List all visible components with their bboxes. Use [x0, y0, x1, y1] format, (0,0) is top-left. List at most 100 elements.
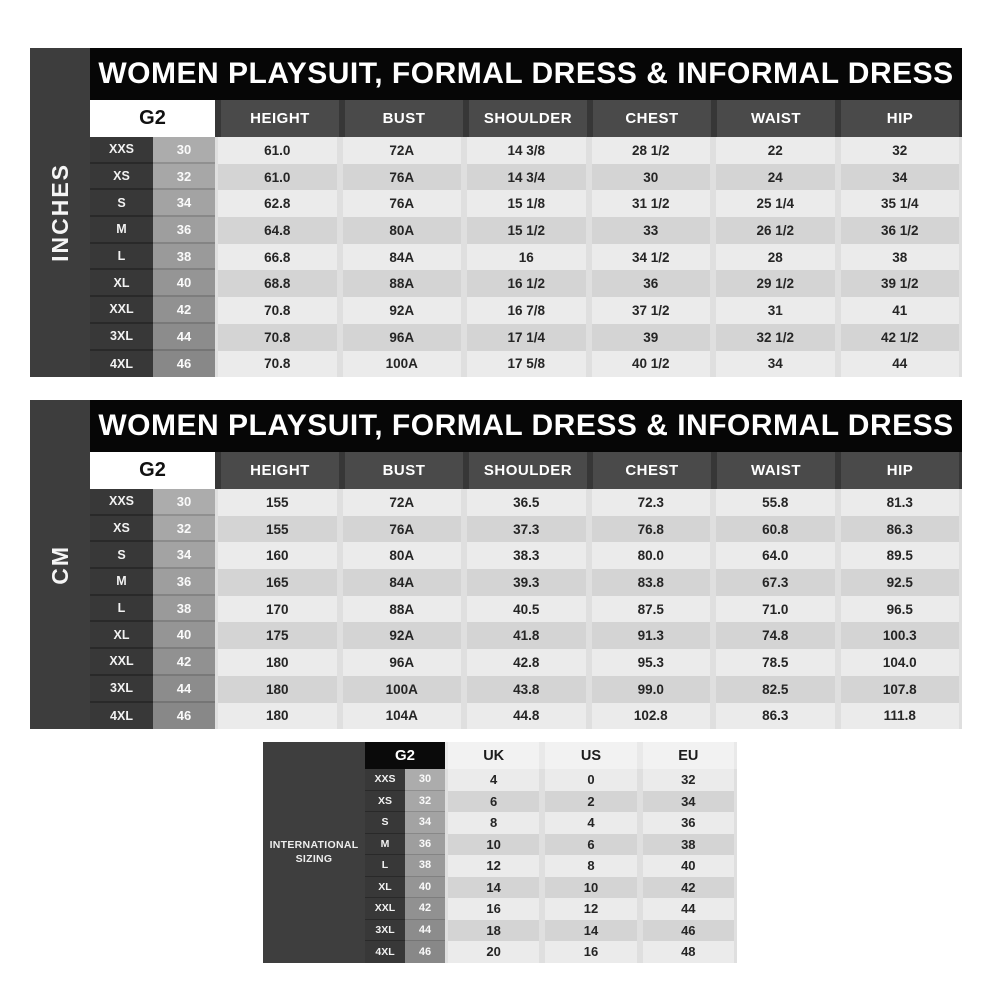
value-cell: 12	[448, 855, 540, 877]
g2-number-cell: 46	[153, 702, 215, 730]
value-cell: 40 1/2	[591, 350, 710, 378]
value-cell: 160	[218, 542, 337, 570]
g2-number-cell: 30	[153, 489, 215, 516]
value-cell: 6	[448, 790, 540, 812]
value-cell: 76A	[342, 190, 461, 218]
g2-number-cell: 40	[153, 270, 215, 298]
inches-rail: INCHES	[30, 48, 90, 378]
value-cell: 17 5/8	[467, 350, 586, 378]
value-cell: 100A	[342, 350, 461, 378]
g2-number-cell: 34	[405, 812, 445, 834]
value-cell: 102.8	[591, 702, 710, 730]
value-cell: 67.3	[716, 569, 835, 596]
table-row: XS 32 61.0 76A 14 3/4 30 24 34	[90, 163, 962, 191]
table-row: L 38 12 8 40	[365, 855, 737, 877]
value-cell: 15 1/2	[467, 217, 586, 244]
value-cell: 84A	[342, 243, 461, 271]
value-cell: 38.3	[467, 542, 586, 570]
table-row: XXL 42 70.8 92A 16 7/8 37 1/2 31 41	[90, 297, 962, 324]
g2-header: G2	[365, 742, 445, 769]
column-header-hip: HIP	[841, 452, 959, 489]
value-cell: 44.8	[467, 702, 586, 730]
value-cell: 28 1/2	[591, 137, 710, 164]
value-cell: 15 1/8	[467, 190, 586, 218]
size-cell: XL	[90, 270, 153, 298]
value-cell: 35 1/4	[840, 190, 959, 218]
size-cell: XXL	[90, 297, 153, 324]
value-cell: 38	[840, 243, 959, 271]
g2-number-cell: 36	[153, 569, 215, 596]
table-row: XXS 30 4 0 32	[365, 769, 737, 791]
column-header-bust: BUST	[345, 100, 463, 137]
value-cell: 41.8	[467, 622, 586, 650]
value-cell: 34 1/2	[591, 243, 710, 271]
size-cell: S	[90, 542, 153, 570]
value-cell: 44	[840, 350, 959, 378]
value-cell: 72A	[342, 137, 461, 164]
value-cell: 31	[716, 297, 835, 324]
value-cell: 10	[448, 833, 540, 855]
inches-rail-label: INCHES	[46, 163, 73, 263]
value-cell: 64.0	[716, 542, 835, 570]
size-cell: L	[90, 243, 153, 271]
value-cell: 76A	[342, 163, 461, 191]
g2-number-cell: 42	[153, 297, 215, 324]
size-cell: 4XL	[90, 702, 153, 730]
value-cell: 6	[545, 833, 637, 855]
value-cell: 180	[218, 675, 337, 703]
table-row: M 36 10 6 38	[365, 833, 737, 855]
value-cell: 32	[642, 769, 734, 791]
cm-rail: CM	[30, 400, 90, 730]
inches-size-table: INCHES WOMEN PLAYSUIT, FORMAL DRESS & IN…	[30, 48, 962, 378]
value-cell: 14 3/4	[467, 163, 586, 191]
table-row: XS 32 155 76A 37.3 76.8 60.8 86.3	[90, 515, 962, 543]
table-row: XL 40 68.8 88A 16 1/2 36 29 1/2 39 1/2	[90, 270, 962, 298]
value-cell: 32	[840, 137, 959, 164]
value-cell: 16	[545, 941, 637, 963]
value-cell: 0	[545, 769, 637, 791]
cm-rail-label: CM	[46, 544, 73, 585]
value-cell: 39 1/2	[840, 270, 959, 298]
g2-number-cell: 42	[153, 649, 215, 676]
value-cell: 44	[642, 898, 734, 920]
value-cell: 55.8	[716, 489, 835, 516]
value-cell: 4	[545, 812, 637, 834]
value-cell: 14	[448, 876, 540, 898]
value-cell: 70.8	[218, 297, 337, 324]
value-cell: 74.8	[716, 622, 835, 650]
column-header-waist: WAIST	[717, 452, 835, 489]
column-header-hip: HIP	[841, 100, 959, 137]
size-cell: XXS	[365, 769, 405, 791]
value-cell: 64.8	[218, 217, 337, 244]
size-cell: XXL	[90, 649, 153, 676]
size-cell: XS	[90, 163, 153, 191]
table-row: S 34 160 80A 38.3 80.0 64.0 89.5	[90, 542, 962, 570]
value-cell: 92A	[342, 622, 461, 650]
size-cell: S	[90, 190, 153, 218]
size-cell: 4XL	[90, 350, 153, 378]
value-cell: 39.3	[467, 569, 586, 596]
value-cell: 42	[642, 876, 734, 898]
g2-number-cell: 32	[153, 163, 215, 191]
column-header-height: HEIGHT	[221, 452, 339, 489]
g2-number-cell: 40	[405, 876, 445, 898]
g2-header: G2	[90, 452, 215, 489]
table-row: 4XL 46 70.8 100A 17 5/8 40 1/2 34 44	[90, 350, 962, 378]
size-cell: 4XL	[365, 941, 405, 963]
value-cell: 70.8	[218, 323, 337, 351]
value-cell: 78.5	[716, 649, 835, 676]
value-cell: 111.8	[840, 702, 959, 730]
g2-number-cell: 46	[405, 941, 445, 963]
value-cell: 12	[545, 898, 637, 920]
value-cell: 71.0	[716, 595, 835, 623]
table-row: 4XL 46 20 16 48	[365, 941, 737, 963]
table-row: XS 32 6 2 34	[365, 790, 737, 812]
value-cell: 28	[716, 243, 835, 271]
inches-table-body: XXS 30 61.0 72A 14 3/8 28 1/2 22 32 XS 32 61.0 76A 1…	[90, 137, 962, 378]
value-cell: 30	[591, 163, 710, 191]
size-cell: XXL	[365, 898, 405, 920]
table-row: XL 40 175 92A 41.8 91.3 74.8 100.3	[90, 622, 962, 650]
international-sizing-table: INTERNATIONAL SIZING G2 UK US EU XXS 30 4 0…	[263, 742, 737, 963]
value-cell: 89.5	[840, 542, 959, 570]
table-row: 3XL 44 18 14 46	[365, 919, 737, 941]
